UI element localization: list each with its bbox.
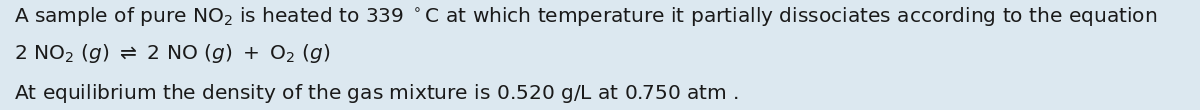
Text: At equilibrium the density of the gas mixture is 0.520 g/L at 0.750 $\mathrm{atm: At equilibrium the density of the gas mi… xyxy=(14,82,739,105)
Text: A sample of pure $\mathrm{NO_2}$ is heated to 339 $^\circ\mathrm{C}$ at which te: A sample of pure $\mathrm{NO_2}$ is heat… xyxy=(14,5,1158,28)
Text: $2\ \mathrm{NO_2}\ (g)\ \rightleftharpoons\ 2\ \mathrm{NO}\ (g)\ +\ \mathrm{O_2}: $2\ \mathrm{NO_2}\ (g)\ \rightleftharpoo… xyxy=(14,42,331,65)
